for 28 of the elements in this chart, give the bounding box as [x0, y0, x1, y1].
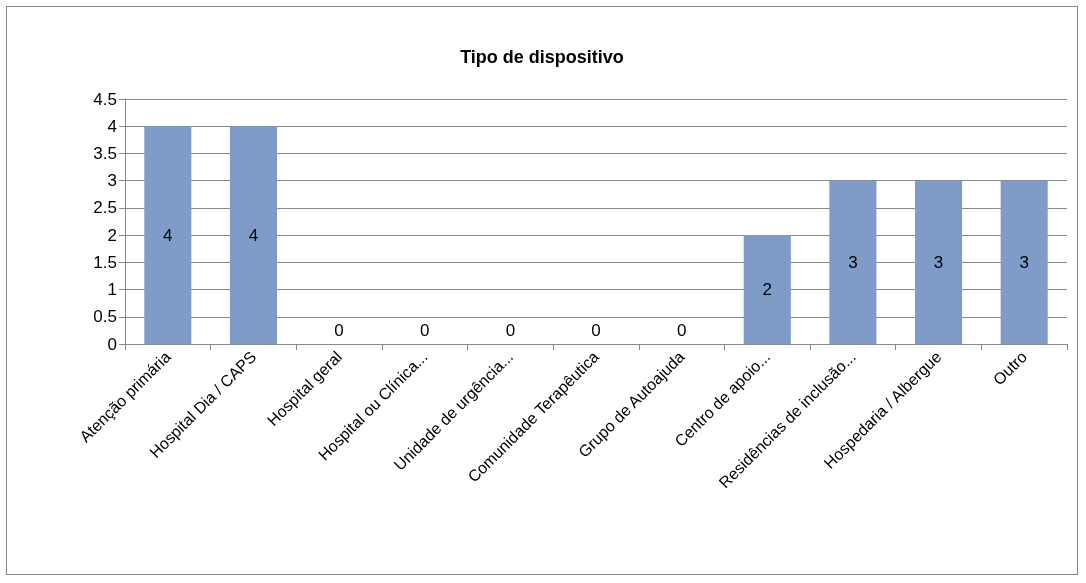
data-label: 0 [591, 321, 601, 340]
data-label: 0 [419, 321, 430, 340]
y-tick-label: 0.5 [93, 307, 117, 327]
data-label: 3 [933, 252, 944, 272]
data-label: 0 [676, 321, 687, 340]
y-tick-label: 4 [107, 116, 117, 136]
data-label: 0 [505, 321, 516, 340]
bar [743, 235, 791, 344]
bar [144, 126, 192, 344]
data-label: 2 [762, 280, 773, 300]
y-tick-label: 3 [107, 171, 117, 191]
y-tick-label: 2 [107, 225, 117, 245]
y-tick-label: 1.5 [93, 252, 117, 272]
bar [229, 126, 277, 344]
y-tick-label: 0 [107, 334, 117, 354]
y-tick-label: 3.5 [93, 143, 117, 163]
data-label: 4 [248, 225, 259, 245]
data-label: 3 [1019, 252, 1029, 272]
y-tick-label: 4.5 [93, 89, 117, 109]
chart-title: Tipo de dispositivo [460, 47, 624, 67]
y-tick-label: 2.5 [93, 198, 117, 218]
bar [915, 180, 963, 344]
y-tick-label: 1 [107, 280, 117, 300]
bar [1000, 180, 1048, 344]
data-label: 4 [163, 225, 173, 245]
data-label: 0 [334, 321, 344, 340]
data-label: 3 [848, 252, 858, 272]
bar [829, 180, 877, 344]
